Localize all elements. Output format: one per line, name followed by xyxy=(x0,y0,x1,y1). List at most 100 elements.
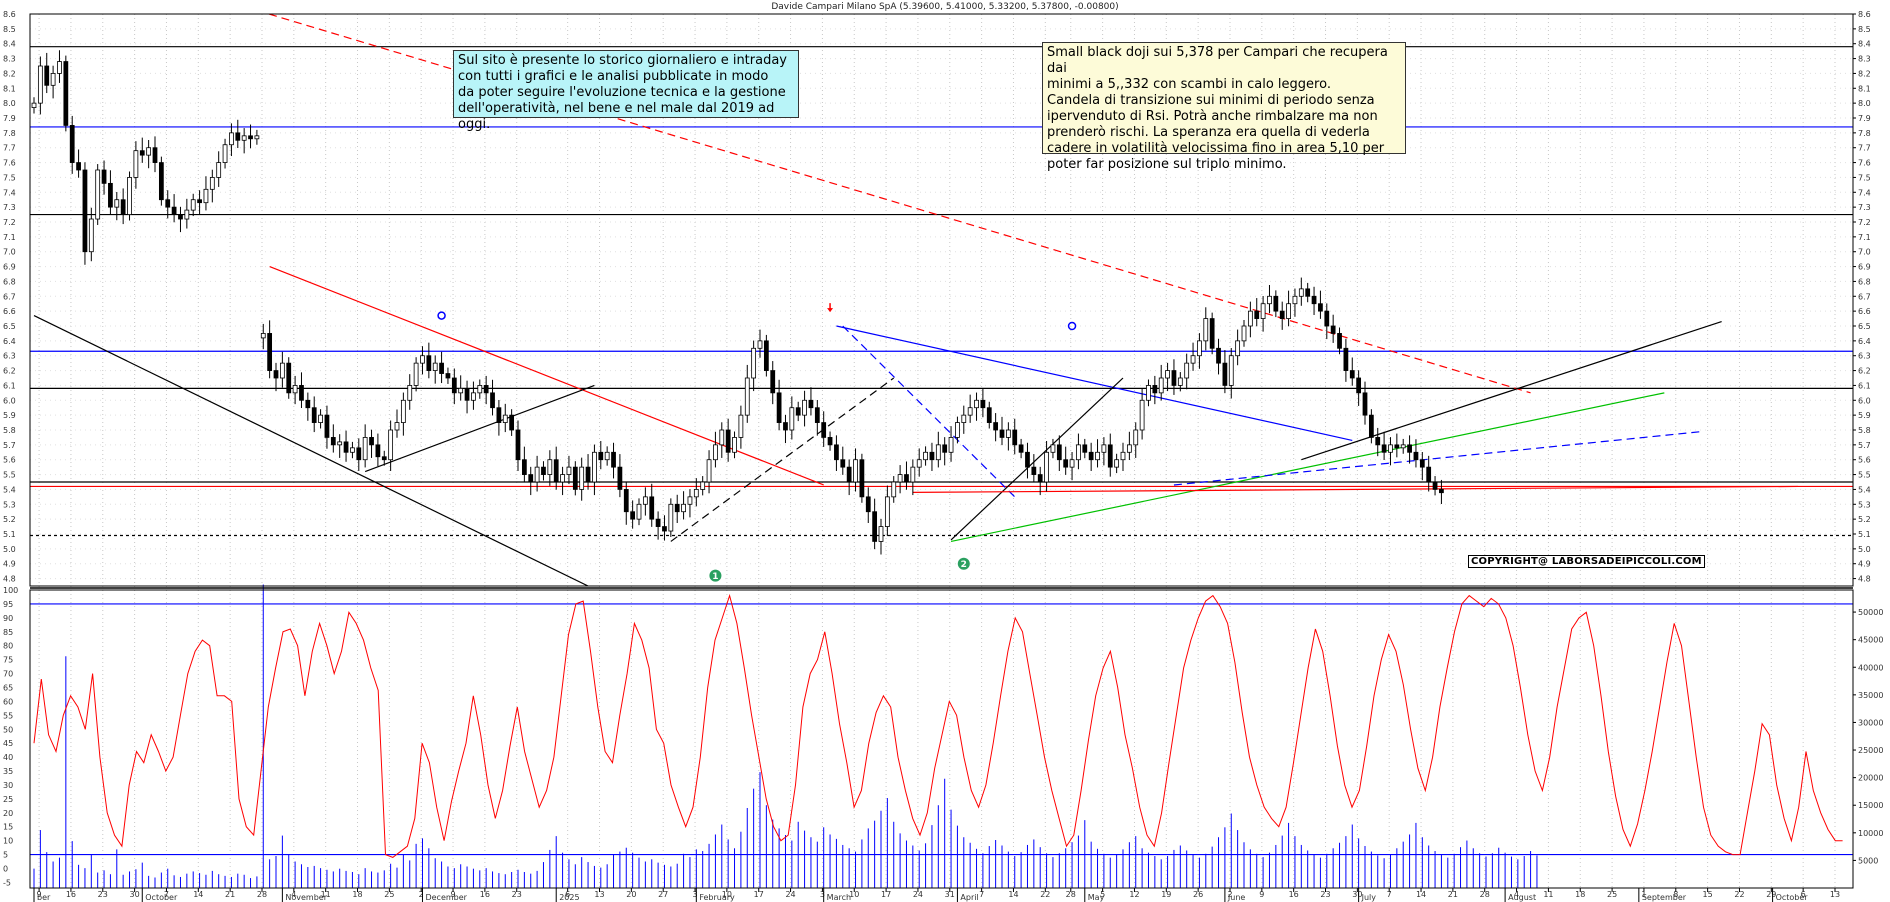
candle xyxy=(76,162,81,171)
month-label: April xyxy=(960,893,978,902)
candle xyxy=(318,414,323,423)
candle xyxy=(337,441,343,446)
candle xyxy=(1311,295,1317,305)
candle xyxy=(471,392,476,401)
price-tick-right: 6.6 xyxy=(1858,307,1871,316)
oscillator-tick: 20 xyxy=(3,809,13,818)
date-tick: 6 xyxy=(1801,890,1806,899)
candle xyxy=(700,481,706,490)
candle xyxy=(222,144,228,163)
oscillator-tick: 95 xyxy=(3,600,13,609)
date-tick: 14 xyxy=(1008,890,1018,899)
candle xyxy=(120,199,126,215)
candle xyxy=(821,422,827,438)
date-tick: 10 xyxy=(849,890,859,899)
date-tick: 23 xyxy=(98,890,108,899)
candle xyxy=(388,429,394,461)
price-tick-right: 6.3 xyxy=(1858,352,1871,361)
price-tick-right: 6.1 xyxy=(1858,381,1871,390)
price-tick-left: 8.6 xyxy=(3,10,16,19)
candle xyxy=(1056,444,1062,461)
candle xyxy=(1388,444,1393,453)
date-tick: 14 xyxy=(1416,890,1426,899)
candle xyxy=(69,125,75,163)
price-axis: 4.8 4.8 4.9 4.9 5.0 5.0 5.1 5.1 5.2 5.2 5.3 5.3 5.4 5… xyxy=(3,10,1871,584)
volume-tick: 15000 xyxy=(1858,801,1883,810)
candle xyxy=(521,459,527,475)
candle xyxy=(547,459,553,475)
date-tick: 7 xyxy=(164,890,169,899)
date-tick: 24 xyxy=(785,890,795,899)
candle xyxy=(1279,310,1285,319)
price-tick-right: 7.8 xyxy=(1858,129,1871,138)
candle xyxy=(923,451,928,461)
candle xyxy=(1400,444,1406,449)
candle xyxy=(502,414,508,423)
price-tick-left: 6.9 xyxy=(3,263,16,272)
candle xyxy=(655,518,661,527)
date-tick: 4 xyxy=(291,890,296,899)
price-tick-left: 5.5 xyxy=(3,471,16,480)
oscillator-tick: 45 xyxy=(3,739,13,748)
candle xyxy=(693,489,699,498)
candle xyxy=(789,407,795,431)
oscillator-tick: 90 xyxy=(3,614,13,623)
date-tick: 22 xyxy=(1040,890,1050,899)
date-tick: 18 xyxy=(1575,890,1585,899)
price-tick-left: 8.1 xyxy=(3,84,16,93)
date-tick: 16 xyxy=(1289,890,1299,899)
oscillator-tick: 0 xyxy=(3,865,8,874)
date-tick: 23 xyxy=(512,890,522,899)
candle xyxy=(496,407,502,423)
candle xyxy=(1324,310,1330,327)
candle xyxy=(795,407,801,416)
candle xyxy=(1419,459,1425,468)
candle xyxy=(1426,466,1432,483)
candle xyxy=(1247,310,1253,327)
month-label: November xyxy=(285,893,327,902)
month-label: June xyxy=(1227,893,1246,902)
price-tick-right: 4.8 xyxy=(1858,575,1871,584)
date-tick: 13 xyxy=(594,890,604,899)
price-tick-left: 7.2 xyxy=(3,218,16,227)
candle xyxy=(719,429,725,446)
volume-tick: 5000 xyxy=(1858,856,1878,865)
date-tick: 4 xyxy=(1514,890,1519,899)
candle xyxy=(611,451,616,468)
candle xyxy=(846,466,852,483)
candle xyxy=(1432,481,1438,490)
price-tick-left: 7.5 xyxy=(3,173,16,182)
candle xyxy=(1107,444,1113,468)
candle xyxy=(88,218,94,253)
candle xyxy=(776,392,782,423)
candle xyxy=(57,61,62,74)
candle xyxy=(260,333,266,339)
oscillator-tick: 65 xyxy=(3,683,13,692)
candle xyxy=(1177,377,1183,386)
volume-tick: 20000 xyxy=(1858,774,1883,783)
price-tick-left: 4.9 xyxy=(3,560,16,569)
candle xyxy=(1368,414,1374,438)
price-tick-left: 8.2 xyxy=(3,69,16,78)
candle xyxy=(757,340,763,349)
candle xyxy=(254,135,260,140)
candle xyxy=(560,474,565,483)
candle xyxy=(1146,385,1151,401)
candle xyxy=(713,444,718,461)
candle xyxy=(95,169,101,220)
candle xyxy=(1184,362,1190,379)
candle xyxy=(190,199,196,211)
date-tick: 28 xyxy=(1480,890,1490,899)
candle xyxy=(986,407,992,423)
candle xyxy=(146,147,152,156)
price-tick-right: 7.1 xyxy=(1858,233,1871,242)
price-tick-right: 8.6 xyxy=(1858,10,1871,19)
candle xyxy=(681,503,686,513)
candle xyxy=(1082,444,1088,453)
candle xyxy=(1133,429,1139,446)
candle xyxy=(1394,444,1400,449)
date-tick: 28 xyxy=(257,890,267,899)
date-tick: 31 xyxy=(945,890,955,899)
date-axis: 9 16 23 30 7 14 21 28 4 11 18 25 2 9 16 23 6 13 20 27 3 10 17 2… xyxy=(33,888,1840,902)
month-label: May xyxy=(1088,893,1105,902)
